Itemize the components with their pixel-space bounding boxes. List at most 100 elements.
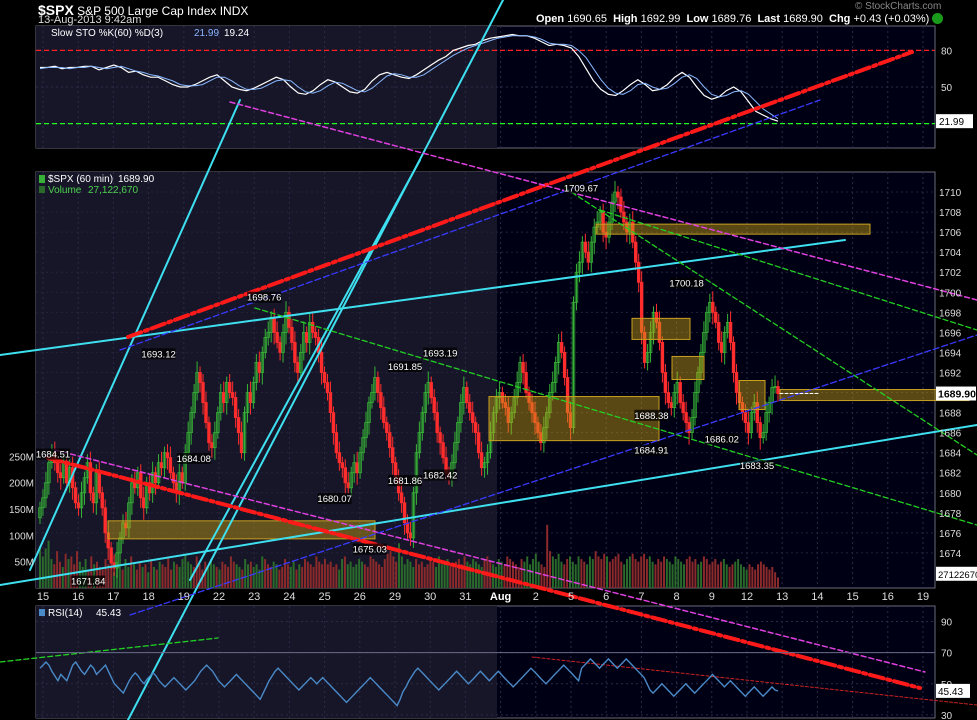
volume-bar bbox=[238, 566, 241, 588]
volume-legend-icon bbox=[39, 186, 45, 193]
volume-bar bbox=[426, 564, 429, 588]
candle-body bbox=[663, 372, 668, 393]
volume-bar bbox=[110, 566, 113, 588]
volume-bar bbox=[170, 569, 173, 588]
volume-bar bbox=[611, 559, 614, 588]
volume-bar bbox=[537, 561, 540, 588]
volume-bar bbox=[711, 561, 714, 588]
volume-bar bbox=[392, 556, 395, 588]
volume-bar bbox=[76, 551, 79, 588]
volume-bar bbox=[477, 564, 480, 588]
volume-bar bbox=[124, 559, 127, 588]
price-annotation-label: 1684.51 bbox=[36, 450, 70, 461]
price-annotation-label: 1683.35 bbox=[740, 461, 774, 472]
price-y-tick: 1710 bbox=[939, 188, 962, 199]
volume-bar bbox=[104, 559, 107, 588]
candle-body bbox=[764, 412, 768, 434]
volume-bar bbox=[78, 561, 81, 588]
candle-body bbox=[192, 392, 196, 413]
candle-body bbox=[349, 472, 353, 489]
candle-body bbox=[574, 271, 579, 303]
volume-bar bbox=[138, 561, 141, 588]
volume-bar bbox=[386, 553, 389, 588]
candle-body bbox=[346, 482, 350, 489]
candle-body bbox=[325, 382, 330, 393]
volume-bar bbox=[660, 561, 663, 588]
candle-body bbox=[162, 452, 167, 469]
price-annotation-bg bbox=[141, 348, 176, 360]
volume-bar bbox=[360, 561, 363, 588]
candle-body bbox=[399, 492, 404, 504]
volume-bar bbox=[654, 564, 657, 588]
volume-bar bbox=[207, 566, 210, 588]
candle-body bbox=[121, 522, 125, 539]
volume-bar bbox=[748, 564, 751, 588]
volume-bar bbox=[517, 566, 520, 588]
price-y-tick: 1678 bbox=[939, 509, 962, 520]
candle-body bbox=[702, 331, 706, 353]
candle-body bbox=[722, 331, 727, 353]
candle-body bbox=[59, 472, 63, 479]
volume-bar bbox=[631, 553, 634, 588]
volume-bar bbox=[175, 564, 178, 588]
candle-body bbox=[696, 372, 700, 393]
price-y-tick: 1676 bbox=[939, 529, 962, 540]
price-zone-box bbox=[595, 223, 871, 235]
candle-body bbox=[503, 402, 508, 408]
candle-body bbox=[88, 462, 93, 494]
volume-bar bbox=[161, 564, 164, 588]
candle-body bbox=[168, 457, 173, 474]
volume-bar bbox=[235, 564, 238, 588]
volume-bar bbox=[306, 561, 309, 588]
high-value: 1692.99 bbox=[640, 13, 681, 25]
x-tick-label: 24 bbox=[283, 591, 295, 603]
candle-body bbox=[281, 331, 285, 353]
candle-body bbox=[577, 261, 582, 273]
volume-bar bbox=[209, 559, 212, 588]
volume-bar bbox=[463, 556, 466, 588]
volume-y-tick: 50M bbox=[15, 558, 34, 569]
rsi-legend-icon bbox=[39, 609, 45, 616]
x-tick-label: 30 bbox=[424, 591, 436, 603]
candle-body bbox=[156, 462, 161, 484]
candle-body bbox=[44, 482, 48, 499]
price-annotation-label: 1682.42 bbox=[423, 471, 457, 482]
candle-body bbox=[758, 422, 762, 439]
price-annotation-label: 1684.08 bbox=[177, 454, 211, 465]
candle-body bbox=[485, 452, 490, 464]
candle-body bbox=[100, 492, 104, 509]
x-tick-label: 29 bbox=[389, 591, 401, 603]
magenta-trend-upper bbox=[229, 101, 977, 301]
candle-body bbox=[153, 472, 158, 484]
volume-bar bbox=[218, 569, 221, 588]
candle-body bbox=[328, 392, 333, 413]
candle-body bbox=[47, 462, 51, 484]
candle-body bbox=[530, 402, 534, 413]
candle-body bbox=[509, 412, 513, 424]
volume-bar bbox=[623, 564, 626, 588]
volume-bar bbox=[195, 556, 198, 588]
volume-bar bbox=[70, 556, 73, 588]
price-annotation-bg bbox=[564, 182, 598, 194]
volume-last-value: 27122670 bbox=[938, 570, 977, 581]
volume-bar bbox=[731, 564, 734, 588]
x-tick-label: 16 bbox=[882, 591, 894, 603]
volume-bar bbox=[41, 556, 44, 588]
candle-body bbox=[376, 377, 380, 393]
volume-bar bbox=[531, 559, 534, 588]
volume-bar bbox=[717, 564, 720, 588]
volume-bar bbox=[398, 543, 401, 588]
volume-bar bbox=[378, 564, 381, 588]
volume-bar bbox=[440, 564, 443, 588]
candle-body bbox=[272, 316, 276, 333]
candle-body bbox=[408, 532, 413, 539]
green-trend-2 bbox=[564, 187, 977, 456]
candle-body bbox=[473, 422, 478, 434]
volume-bar bbox=[546, 524, 549, 588]
candle-body bbox=[610, 201, 614, 223]
candle-body bbox=[767, 402, 771, 413]
candle-body bbox=[500, 392, 505, 403]
candle-body bbox=[616, 191, 620, 198]
volume-bar bbox=[648, 556, 651, 588]
candle-body bbox=[275, 331, 279, 343]
